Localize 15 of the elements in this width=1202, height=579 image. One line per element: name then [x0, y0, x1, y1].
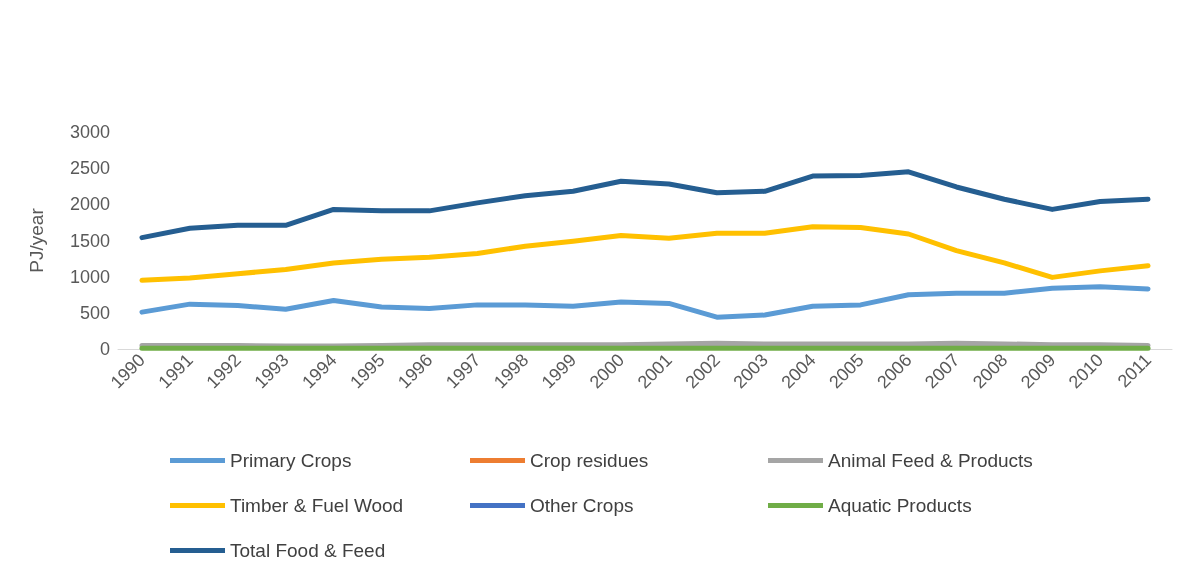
legend-label: Other Crops — [530, 495, 634, 516]
y-tick-label: 2000 — [69, 194, 110, 215]
y-tick-label: 3000 — [69, 122, 110, 142]
legend-label: Crop residues — [530, 450, 649, 471]
y-tick-label: 1000 — [69, 266, 110, 287]
y-axis-title: PJ/year — [26, 207, 47, 273]
legend-label: Primary Crops — [230, 450, 352, 471]
y-tick-label: 0 — [99, 339, 110, 359]
legend-label: Aquatic Products — [828, 495, 972, 516]
y-tick-label: 2500 — [69, 158, 110, 179]
legend-label: Timber & Fuel Wood — [230, 495, 404, 516]
legend-label: Total Food & Feed — [230, 540, 386, 561]
legend-label: Animal Feed & Products — [828, 450, 1033, 471]
y-tick-label: 500 — [79, 302, 110, 323]
y-tick-label: 1500 — [69, 230, 110, 251]
